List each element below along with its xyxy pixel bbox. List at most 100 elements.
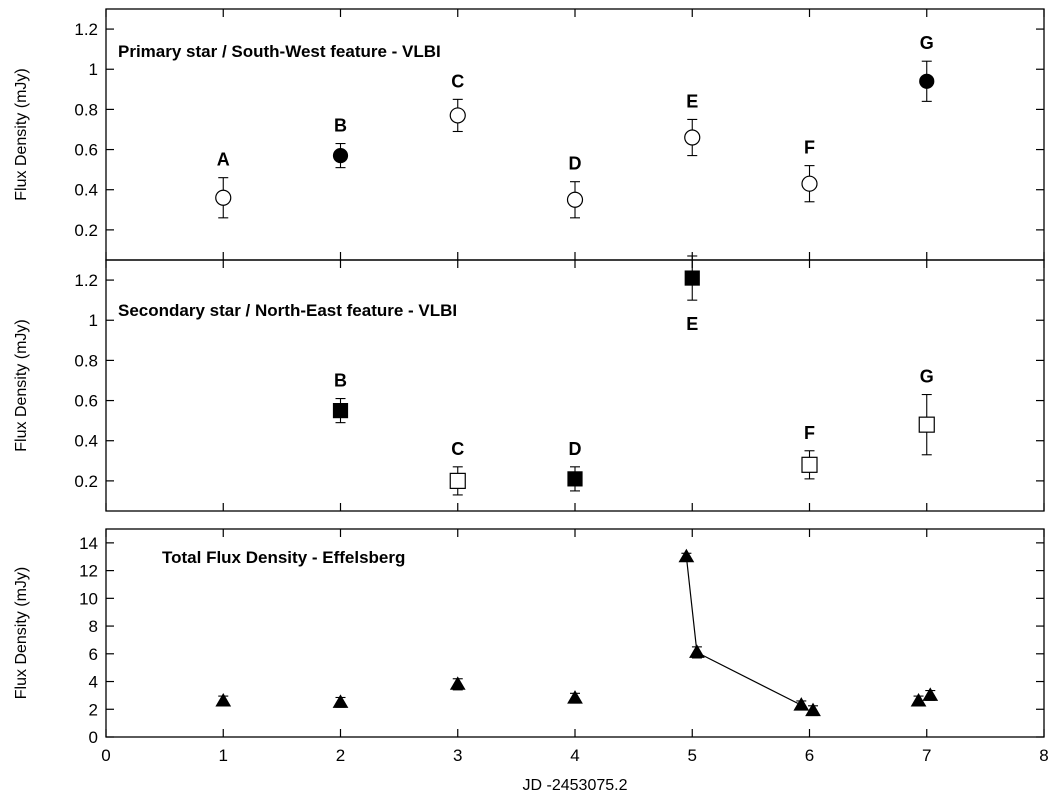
point-marker	[567, 471, 583, 487]
data-point	[793, 697, 810, 711]
y-tick-label: 2	[89, 700, 98, 719]
point-label: G	[920, 33, 934, 53]
panel-title: Secondary star / North-East feature - VL…	[118, 301, 457, 320]
point-label: F	[804, 138, 815, 158]
data-point	[567, 690, 583, 704]
point-marker	[567, 690, 583, 704]
y-tick-label: 4	[89, 673, 98, 692]
x-tick-label: 5	[688, 746, 697, 765]
y-tick-label: 1.2	[74, 271, 98, 290]
y-tick-label: 0.2	[74, 221, 98, 240]
point-marker	[215, 692, 232, 707]
point-marker	[332, 403, 349, 419]
data-point	[449, 676, 466, 691]
y-tick-label: 0.6	[74, 392, 98, 411]
point-marker	[215, 189, 232, 206]
data-point	[678, 548, 695, 563]
data-point: B	[332, 371, 349, 424]
y-tick-label: 1.2	[74, 20, 98, 39]
point-marker	[449, 676, 466, 690]
point-marker	[332, 147, 349, 164]
data-point: B	[332, 116, 349, 169]
point-marker	[449, 107, 466, 124]
data-point: D	[567, 439, 583, 492]
y-tick-label: 0	[89, 728, 98, 747]
y-axis-label: Flux Density (mJy)	[13, 319, 30, 451]
point-marker	[801, 456, 818, 473]
data-point: E	[684, 91, 701, 157]
y-tick-label: 0.2	[74, 472, 98, 491]
point-label: E	[686, 314, 698, 334]
point-marker	[801, 175, 818, 192]
point-label: G	[920, 367, 934, 387]
x-tick-label: 8	[1039, 746, 1048, 765]
data-point	[332, 694, 349, 708]
data-point: A	[215, 150, 232, 219]
y-tick-label: 0.4	[74, 181, 98, 200]
data-point: G	[919, 33, 935, 102]
y-axis-label: Flux Density (mJy)	[13, 68, 30, 200]
point-marker	[805, 702, 821, 717]
point-marker	[332, 694, 349, 708]
x-tick-label: 1	[219, 746, 228, 765]
point-marker	[910, 692, 927, 707]
point-marker	[793, 697, 810, 711]
panel-title: Total Flux Density - Effelsberg	[162, 548, 405, 567]
point-label: B	[334, 116, 347, 136]
data-point: G	[918, 367, 935, 456]
y-axis-label: Flux Density (mJy)	[13, 567, 30, 699]
y-tick-label: 0.8	[74, 100, 98, 119]
point-label: E	[686, 91, 698, 111]
data-point: E	[684, 255, 700, 334]
y-tick-label: 0.4	[74, 432, 98, 451]
data-point	[689, 644, 705, 659]
y-tick-label: 10	[79, 589, 98, 608]
data-point	[922, 687, 939, 701]
data-point: D	[566, 154, 584, 219]
data-point: F	[801, 423, 818, 480]
y-tick-label: 14	[79, 534, 98, 553]
y-tick-label: 0.8	[74, 351, 98, 370]
point-marker	[922, 687, 939, 701]
point-label: C	[451, 439, 464, 459]
point-marker	[684, 129, 701, 146]
y-tick-label: 8	[89, 617, 98, 636]
point-label: D	[569, 439, 582, 459]
x-tick-label: 3	[453, 746, 462, 765]
x-tick-label: 2	[336, 746, 345, 765]
y-tick-label: 6	[89, 645, 98, 664]
point-marker	[449, 472, 466, 489]
panel-top: 0.2 0.4 0.6 0.8 1 1.2 Flux Density (mJy) Primar…	[13, 8, 1045, 261]
x-tick-label: 7	[922, 746, 931, 765]
x-tick-label: 0	[101, 746, 110, 765]
x-tick-label: 4	[570, 746, 579, 765]
data-point: F	[801, 138, 818, 203]
point-label: D	[569, 154, 582, 174]
x-axis-label: JD -2453075.2	[523, 777, 628, 794]
panel-middle: 0.2 0.4 0.6 0.8 1 1.2 Flux Density (mJy) Second…	[13, 255, 1045, 512]
point-marker	[918, 416, 935, 433]
data-point	[805, 702, 821, 717]
point-label: C	[451, 71, 464, 91]
x-tick-label: 6	[805, 746, 814, 765]
data-point	[910, 692, 927, 707]
point-marker	[684, 270, 700, 286]
y-tick-label: 12	[79, 562, 98, 581]
y-tick-label: 1	[89, 311, 98, 330]
point-label: A	[217, 150, 230, 170]
point-label: F	[804, 423, 815, 443]
data-point: C	[449, 439, 466, 496]
point-marker	[919, 73, 935, 89]
point-marker	[689, 644, 705, 658]
y-tick-label: 0.6	[74, 141, 98, 160]
point-marker	[566, 191, 584, 208]
y-tick-label: 1	[89, 60, 98, 79]
series-line	[685, 556, 802, 706]
panel-title: Primary star / South-West feature - VLBI	[118, 42, 441, 61]
point-label: B	[334, 371, 347, 391]
point-marker	[678, 548, 695, 563]
data-point: C	[449, 71, 466, 133]
